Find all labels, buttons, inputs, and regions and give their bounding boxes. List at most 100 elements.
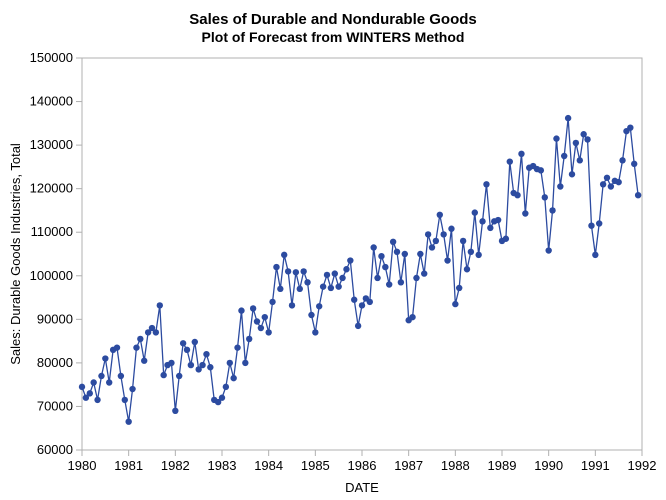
y-tick-label: 120000 bbox=[30, 181, 73, 196]
series-marker bbox=[378, 253, 384, 259]
series-marker bbox=[90, 379, 96, 385]
series-marker bbox=[448, 226, 454, 232]
x-tick-label: 1984 bbox=[254, 458, 283, 473]
series-marker bbox=[433, 238, 439, 244]
series-marker bbox=[129, 386, 135, 392]
x-tick-label: 1986 bbox=[348, 458, 377, 473]
series-marker bbox=[289, 302, 295, 308]
y-axis-label: Sales: Durable Goods Industries, Total bbox=[8, 143, 23, 365]
series-marker bbox=[596, 220, 602, 226]
series-marker bbox=[382, 264, 388, 270]
series-marker bbox=[483, 181, 489, 187]
series-marker bbox=[402, 251, 408, 257]
x-tick-label: 1987 bbox=[394, 458, 423, 473]
series-marker bbox=[277, 286, 283, 292]
series-marker bbox=[199, 362, 205, 368]
series-marker bbox=[390, 239, 396, 245]
series-marker bbox=[293, 269, 299, 275]
series-marker bbox=[184, 347, 190, 353]
series-marker bbox=[351, 297, 357, 303]
series-marker bbox=[328, 285, 334, 291]
series-marker bbox=[300, 268, 306, 274]
series-marker bbox=[230, 375, 236, 381]
x-tick-label: 1989 bbox=[488, 458, 517, 473]
series-marker bbox=[312, 329, 318, 335]
series-marker bbox=[367, 299, 373, 305]
x-tick-label: 1981 bbox=[114, 458, 143, 473]
series-marker bbox=[188, 362, 194, 368]
series-marker bbox=[79, 384, 85, 390]
y-tick-label: 90000 bbox=[37, 311, 73, 326]
x-tick-label: 1983 bbox=[208, 458, 237, 473]
y-tick-label: 80000 bbox=[37, 355, 73, 370]
series-marker bbox=[262, 314, 268, 320]
series-marker bbox=[308, 312, 314, 318]
series-marker bbox=[347, 257, 353, 263]
series-marker bbox=[192, 339, 198, 345]
series-marker bbox=[557, 183, 563, 189]
y-tick-label: 60000 bbox=[37, 442, 73, 457]
series-marker bbox=[460, 238, 466, 244]
series-marker bbox=[297, 286, 303, 292]
series-marker bbox=[386, 281, 392, 287]
series-marker bbox=[153, 329, 159, 335]
series-marker bbox=[168, 360, 174, 366]
series-marker bbox=[565, 115, 571, 121]
series-marker bbox=[619, 157, 625, 163]
series-marker bbox=[324, 272, 330, 278]
chart-container: Sales of Durable and Nondurable GoodsPlo… bbox=[0, 0, 666, 500]
chart-title: Sales of Durable and Nondurable Goods bbox=[189, 11, 477, 28]
series-marker bbox=[125, 418, 131, 424]
series-marker bbox=[339, 275, 345, 281]
series-marker bbox=[580, 131, 586, 137]
series-marker bbox=[122, 397, 128, 403]
series-marker bbox=[577, 157, 583, 163]
series-marker bbox=[223, 384, 229, 390]
series-marker bbox=[133, 344, 139, 350]
series-marker bbox=[335, 283, 341, 289]
series-marker bbox=[269, 299, 275, 305]
series-marker bbox=[542, 194, 548, 200]
series-marker bbox=[370, 244, 376, 250]
y-tick-label: 150000 bbox=[30, 50, 73, 65]
series-marker bbox=[281, 252, 287, 258]
series-marker bbox=[429, 244, 435, 250]
series-marker bbox=[114, 344, 120, 350]
x-tick-label: 1990 bbox=[534, 458, 563, 473]
series-marker bbox=[343, 266, 349, 272]
series-marker bbox=[553, 135, 559, 141]
series-marker bbox=[118, 373, 124, 379]
series-marker bbox=[332, 270, 338, 276]
y-tick-label: 110000 bbox=[31, 224, 73, 239]
series-marker bbox=[172, 408, 178, 414]
series-marker bbox=[94, 397, 100, 403]
series-marker bbox=[503, 236, 509, 242]
series-marker bbox=[374, 275, 380, 281]
series-marker bbox=[615, 179, 621, 185]
y-tick-label: 70000 bbox=[37, 398, 73, 413]
series-marker bbox=[219, 395, 225, 401]
series-marker bbox=[421, 270, 427, 276]
series-marker bbox=[254, 318, 260, 324]
series-marker bbox=[246, 336, 252, 342]
series-marker bbox=[316, 303, 322, 309]
series-marker bbox=[472, 209, 478, 215]
series-marker bbox=[538, 167, 544, 173]
series-marker bbox=[495, 217, 501, 223]
series-marker bbox=[514, 192, 520, 198]
series-marker bbox=[98, 373, 104, 379]
series-marker bbox=[522, 210, 528, 216]
series-marker bbox=[398, 279, 404, 285]
series-marker bbox=[600, 181, 606, 187]
x-axis-label: DATE bbox=[345, 480, 379, 495]
series-marker bbox=[440, 231, 446, 237]
series-marker bbox=[561, 153, 567, 159]
series-marker bbox=[250, 305, 256, 311]
series-marker bbox=[87, 390, 93, 396]
series-marker bbox=[409, 314, 415, 320]
x-tick-label: 1992 bbox=[628, 458, 657, 473]
series-marker bbox=[592, 252, 598, 258]
series-marker bbox=[160, 372, 166, 378]
series-marker bbox=[437, 212, 443, 218]
series-marker bbox=[456, 285, 462, 291]
